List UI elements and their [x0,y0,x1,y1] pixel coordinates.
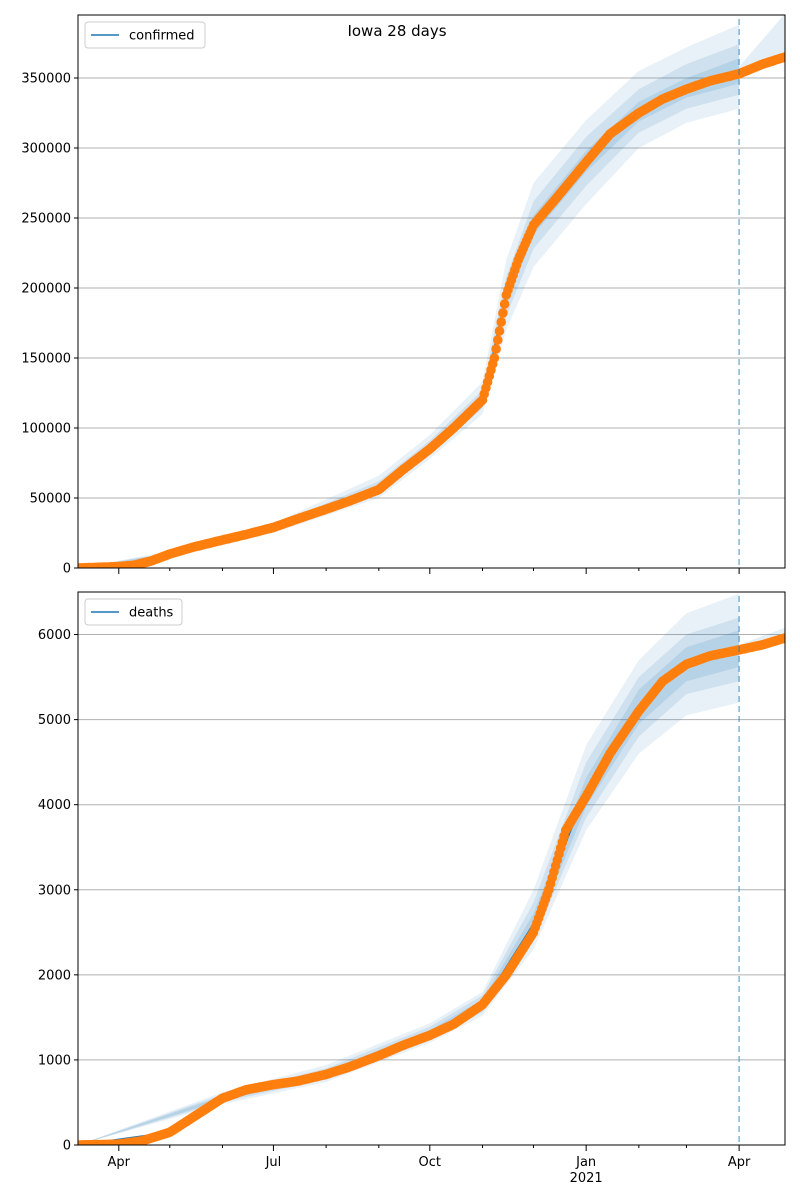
y-tick-label: 350000 [21,72,71,87]
confirmed-chart-panel: 0 50000 100000 150000 200000 250000 300000 3500… [21,14,786,577]
y-tick-label: 100000 [21,422,71,437]
x-year-label: 2021 [570,1171,603,1186]
x-tick-label: Jul [265,1155,282,1170]
legend: confirmed [84,21,206,49]
y-tick-label: 2000 [38,968,71,983]
data-point [493,335,503,345]
uncertainty-band [78,24,740,568]
data-point [780,633,785,643]
data-point [491,344,501,354]
x-tick-label: Oct [419,1155,441,1170]
data-point [499,299,510,309]
data-point [498,308,508,318]
data-point [489,353,500,363]
y-tick-label: 150000 [21,352,71,367]
plot-area [78,593,785,1145]
uncertainty-band [78,44,740,568]
y-tick-label: 6000 [38,628,71,643]
legend-label: confirmed [129,29,195,44]
data-point [496,317,507,327]
y-tick-label: 0 [63,1139,71,1154]
y-tick-label: 50000 [30,492,71,507]
x-tick-label: Apr [728,1155,751,1170]
deaths-chart-panel: 0 1000 2000 3000 4000 5000 6000 Apr Jul Oct Jan Apr… [38,591,786,1186]
y-tick-label: 4000 [38,798,71,813]
y-tick-label: 200000 [21,282,71,297]
legend-box [84,598,183,626]
data-point [494,326,505,336]
uncertainty-band [78,58,740,568]
axes-frame [77,14,786,569]
legend-box [84,21,206,49]
y-tick-label: 250000 [21,212,71,227]
axes-frame [77,591,786,1146]
x-tick-label: Apr [108,1155,131,1170]
legend: deaths [84,598,183,626]
legend-label: deaths [129,606,174,621]
y-tick-label: 3000 [38,883,71,898]
y-tick-label: 0 [63,562,71,577]
y-tick-label: 1000 [38,1053,71,1068]
data-point [780,52,785,62]
uncertainty-band [78,593,740,1145]
y-tick-label: 5000 [38,713,71,728]
y-tick-label: 300000 [21,142,71,157]
plot-area [78,15,785,568]
x-tick-label: Jan [575,1155,596,1170]
figure-title: Iowa 28 days [347,22,446,40]
